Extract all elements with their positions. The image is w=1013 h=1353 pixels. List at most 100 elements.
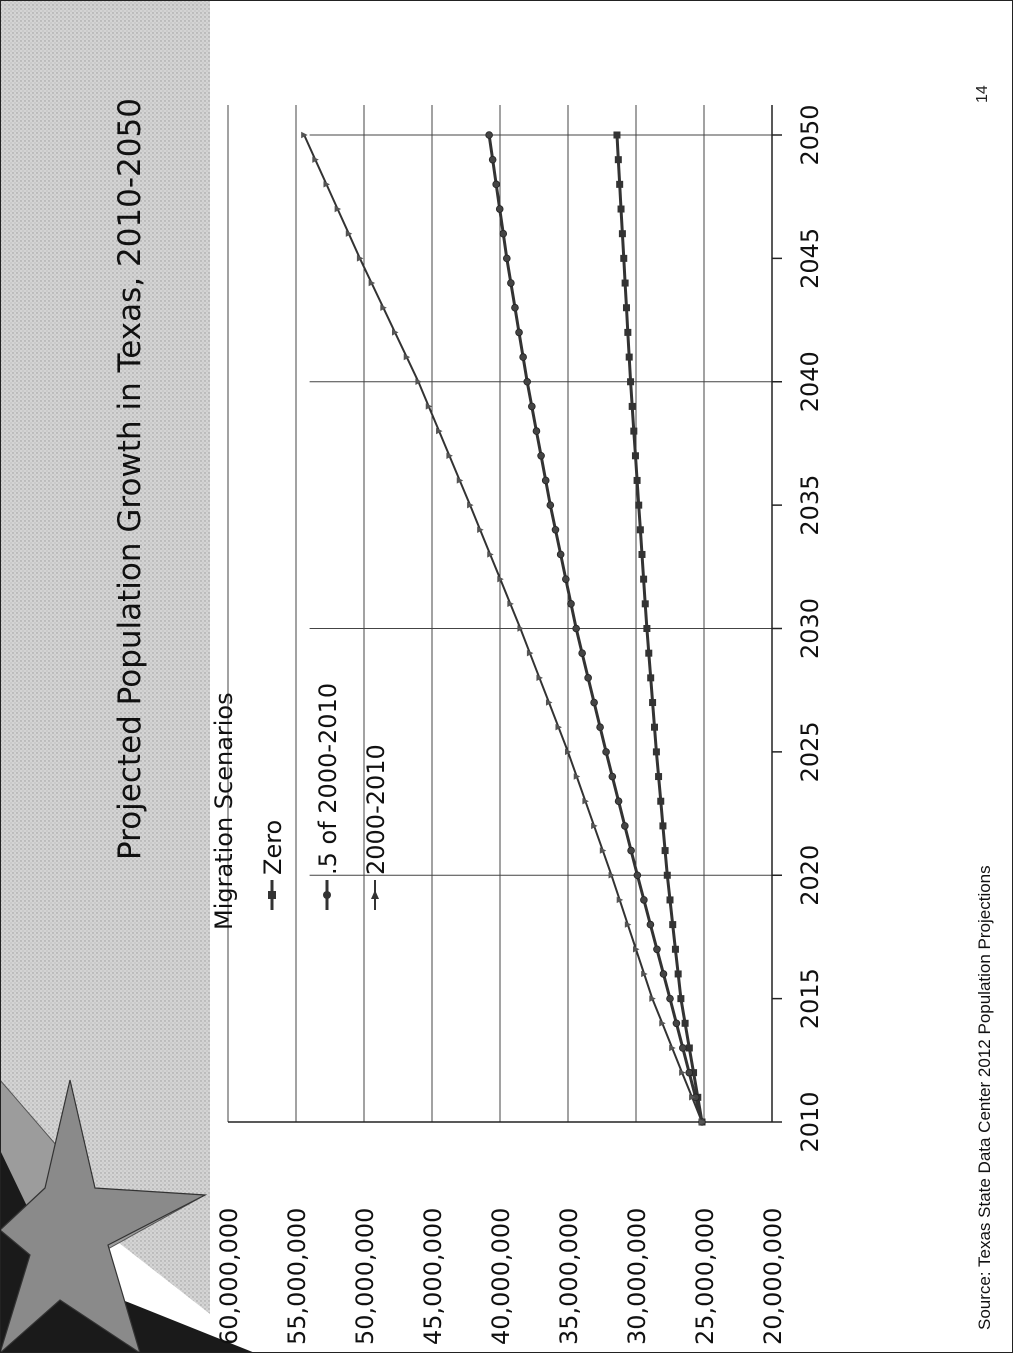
page-number: 14	[974, 85, 991, 103]
data-point	[608, 872, 616, 879]
data-point	[323, 181, 330, 188]
data-point	[599, 847, 607, 854]
data-point	[666, 994, 674, 1003]
legend-item-zero: Zero	[259, 820, 287, 910]
legend-marker-full	[371, 890, 379, 899]
data-point	[624, 921, 632, 928]
data-point	[573, 773, 581, 780]
data-point	[659, 970, 668, 978]
data-point	[616, 896, 624, 904]
texas-star-logo	[0, 1079, 255, 1353]
data-point	[622, 304, 630, 312]
data-point	[590, 698, 598, 707]
data-point	[602, 748, 610, 756]
data-point	[616, 180, 624, 188]
series-full	[301, 131, 706, 1126]
data-point	[671, 945, 679, 953]
data-point	[643, 625, 651, 632]
data-point	[685, 1068, 694, 1077]
data-point	[699, 1118, 706, 1126]
data-point	[596, 723, 604, 731]
data-point	[584, 674, 592, 682]
data-point	[645, 649, 653, 657]
legend-label-zero: Zero	[259, 820, 287, 875]
data-point	[641, 600, 649, 608]
data-point	[640, 575, 648, 583]
data-point	[685, 1044, 693, 1052]
data-point	[627, 378, 635, 386]
data-point	[613, 131, 621, 139]
legend-marker-half	[323, 891, 331, 899]
data-point	[301, 131, 308, 139]
data-point	[669, 921, 677, 929]
data-point	[403, 353, 411, 361]
data-point	[635, 501, 643, 509]
data-point	[608, 772, 617, 781]
data-point	[653, 945, 661, 954]
y-tick-label: 40,000,000	[487, 1208, 515, 1345]
y-tick-label: 45,000,000	[419, 1208, 447, 1345]
data-point	[415, 378, 422, 385]
data-point	[345, 230, 353, 237]
series-half	[485, 131, 706, 1126]
data-point	[582, 798, 589, 805]
data-point	[578, 649, 586, 657]
data-point	[646, 920, 655, 929]
data-point	[681, 1019, 689, 1027]
data-point	[669, 1044, 676, 1052]
data-point	[517, 625, 524, 632]
axes	[228, 105, 773, 1123]
data-point	[487, 551, 494, 558]
data-point	[380, 304, 387, 311]
chart-title: Projected Population Growth in Texas, 20…	[112, 98, 148, 860]
data-point	[485, 131, 493, 139]
legend-label-full: 2000-2010	[362, 744, 390, 875]
data-point	[659, 1020, 666, 1027]
data-point	[614, 156, 622, 164]
data-point	[689, 1094, 696, 1101]
data-point	[502, 254, 511, 263]
data-point	[537, 451, 545, 460]
data-point	[528, 402, 536, 411]
data-point	[591, 822, 598, 830]
y-tick-label: 35,000,000	[555, 1208, 583, 1345]
data-point	[456, 477, 464, 484]
data-point	[625, 353, 633, 361]
x-tick-label: 2045	[796, 228, 824, 289]
data-point	[633, 476, 641, 484]
data-point	[567, 600, 575, 608]
data-point	[630, 427, 638, 435]
y-tick-label: 55,000,000	[283, 1208, 311, 1345]
data-point	[497, 575, 504, 583]
data-point	[614, 797, 623, 806]
data-point	[636, 526, 644, 534]
data-point	[546, 501, 555, 509]
data-point	[446, 452, 453, 459]
data-point	[621, 822, 629, 830]
data-point	[477, 526, 484, 533]
data-point	[679, 1069, 686, 1076]
data-point	[657, 797, 665, 805]
data-point	[499, 229, 508, 238]
data-point	[690, 1069, 698, 1077]
data-point	[640, 896, 648, 904]
star-icon	[0, 1079, 208, 1353]
data-point	[649, 699, 657, 707]
data-point	[392, 329, 399, 336]
data-point	[638, 550, 646, 558]
legend-item-half: .5 of 2000-2010	[314, 683, 342, 910]
data-point	[334, 205, 342, 213]
y-tick-label: 20,000,000	[759, 1208, 787, 1345]
data-point	[627, 846, 635, 855]
x-tick-label: 2015	[796, 968, 824, 1029]
gridlines	[227, 105, 773, 1122]
data-point	[368, 279, 376, 287]
x-tick-label: 2040	[796, 351, 824, 412]
data-point	[672, 1019, 681, 1028]
data-point	[674, 970, 682, 978]
data-point	[541, 476, 550, 485]
data-point	[507, 600, 514, 608]
x-tick-label: 2010	[796, 1091, 824, 1152]
